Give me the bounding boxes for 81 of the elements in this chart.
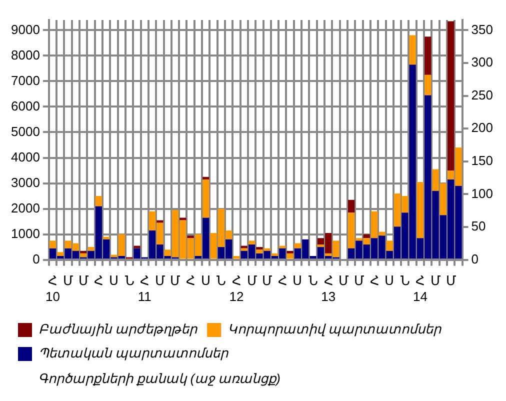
x-tick-label: Հ 10 — [46, 273, 60, 304]
x-tick-label: Մ — [154, 273, 165, 288]
y2-tick-label: 150 — [471, 152, 494, 168]
bar — [286, 253, 294, 259]
bar — [348, 200, 355, 213]
x-tick-label: Մ — [262, 273, 272, 288]
bar — [409, 35, 416, 65]
bar — [49, 240, 56, 248]
y2-tick-label: 100 — [471, 186, 494, 201]
bar — [80, 250, 87, 254]
x-tick-label: Ս — [292, 273, 303, 288]
x-tick-label: Հ — [370, 273, 379, 288]
y-tick-label: 7000 — [11, 72, 40, 88]
bar — [240, 248, 248, 251]
bar — [80, 253, 87, 258]
bar — [180, 218, 186, 220]
bar — [202, 176, 210, 180]
y-tick-label: 5000 — [11, 124, 40, 139]
x-tick-label: Հ 13 — [321, 273, 336, 304]
x-tick-label: Ն — [124, 273, 134, 288]
x-tick-label: Հ 12 — [229, 273, 244, 304]
bar — [240, 246, 248, 248]
x-tick-label: Հ 11 — [138, 273, 152, 304]
bar — [294, 243, 302, 248]
x-tick-label: Ս — [200, 273, 211, 288]
y2-tick-label: 350 — [471, 22, 494, 37]
y-tick-label: 9000 — [11, 22, 40, 37]
y-tick-label: 2000 — [11, 200, 40, 216]
bar — [134, 246, 140, 248]
x-tick-label: Ն — [400, 273, 410, 288]
bar — [233, 256, 240, 259]
x-tick-label: Ս — [108, 273, 119, 288]
x-tick-label: Մ — [170, 273, 180, 288]
x-tick-label: Մ — [246, 273, 257, 288]
bar — [386, 240, 393, 251]
y-tick-label: 0 — [32, 251, 40, 266]
bar — [424, 36, 432, 75]
x-tick-label: Հ — [186, 273, 196, 288]
bar — [416, 182, 424, 238]
x-tick-label: Մ — [354, 273, 364, 288]
bar — [103, 236, 110, 240]
bar — [448, 21, 454, 171]
bar — [286, 250, 294, 254]
x-tick-label: Հ — [278, 273, 287, 288]
text: Գործարքների քանակ (աջ առանցք) — [38, 371, 280, 386]
x-tick-label: Մ — [338, 273, 349, 288]
y2-tick-label: 300 — [471, 54, 494, 70]
y2-tick-label: 200 — [471, 120, 494, 136]
bar — [279, 246, 286, 248]
bar — [363, 234, 370, 238]
legend-label: Կորպորատիվ պարտատոմսեր — [228, 322, 442, 337]
bar — [57, 252, 64, 256]
bar — [187, 236, 194, 238]
bar — [248, 240, 256, 244]
bar — [317, 244, 324, 248]
legend-label: Պետական պարտատոմսեր — [38, 346, 230, 361]
bar — [88, 247, 94, 251]
x-tick-label: Հ 14 — [412, 273, 428, 304]
y2-tick-label: 50 — [471, 218, 486, 234]
x-tick-label: Մ — [63, 273, 74, 288]
bar — [202, 179, 210, 218]
x-tick-label: Ն — [216, 273, 226, 288]
x-tick-label: Ն — [308, 273, 318, 288]
x-tick-label: Հ — [94, 273, 104, 288]
bar — [271, 253, 278, 256]
bar — [95, 196, 102, 206]
y-tick-label: 1000 — [11, 226, 40, 241]
legend-label: Բաժնային արժեթղթեր — [38, 322, 198, 337]
y-tick-label: 6000 — [11, 98, 40, 114]
y2-tick-label: 0 — [471, 251, 479, 266]
bar — [256, 247, 263, 250]
x-tick-label: Ս — [384, 273, 395, 288]
y-tick-label: 8000 — [11, 47, 40, 62]
y-tick-label: 3000 — [11, 174, 40, 190]
x-tick-label: Մ — [446, 273, 456, 288]
x-tick-label: Մ — [430, 273, 441, 288]
bar — [156, 220, 164, 223]
y-tick-label: 4000 — [11, 149, 40, 164]
bar — [424, 74, 432, 96]
x-tick-label: Մ — [78, 273, 88, 288]
y2-tick-label: 250 — [471, 87, 494, 102]
